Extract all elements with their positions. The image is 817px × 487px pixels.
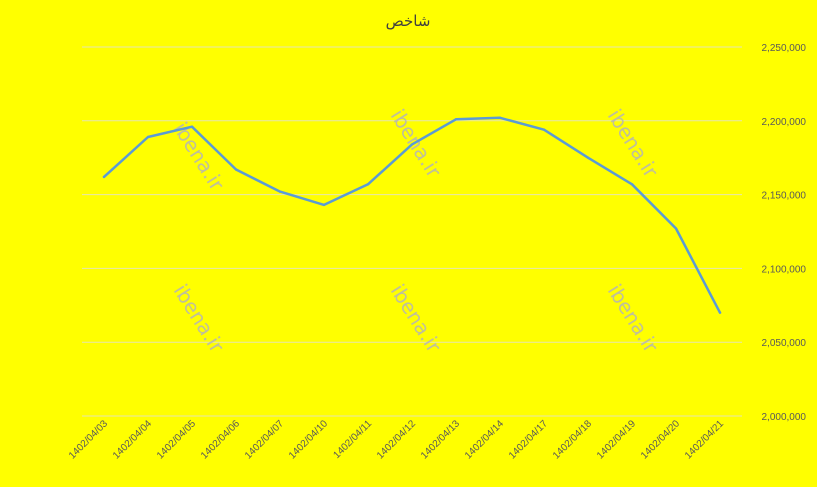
- series-layer: [102, 116, 722, 314]
- x-tick-label: 1402/04/19: [595, 418, 638, 461]
- data-point: [542, 128, 546, 131]
- data-point: [278, 190, 282, 193]
- x-tick-label: 1402/04/06: [199, 418, 242, 461]
- x-tick-label: 1402/04/03: [67, 418, 110, 461]
- data-point: [190, 125, 194, 128]
- data-point: [498, 116, 502, 120]
- x-tick-label: 1402/04/07: [243, 418, 286, 461]
- data-point: [630, 183, 634, 186]
- data-point: [718, 311, 722, 314]
- y-tick-label: 2,250,000: [762, 43, 807, 54]
- chart-title: شاخص: [386, 12, 431, 30]
- x-tick-label: 1402/04/21: [683, 418, 726, 461]
- x-tick-label: 1402/04/18: [551, 418, 594, 461]
- y-tick-label: 2,200,000: [762, 117, 807, 128]
- y-axis-tick-labels: 2,000,000 2,050,000 2,100,000 2,150,000 2,20…: [762, 43, 807, 423]
- x-tick-label: 1402/04/12: [375, 418, 418, 461]
- x-tick-label: 1402/04/11: [331, 418, 374, 461]
- watermark-text: ibena.ir: [603, 280, 664, 358]
- x-tick-label: 1402/04/14: [463, 418, 506, 461]
- y-tick-label: 2,100,000: [762, 264, 807, 275]
- x-tick-label: 1402/04/10: [287, 418, 330, 461]
- gridlines: [82, 46, 742, 417]
- data-point: [366, 183, 370, 186]
- data-point: [146, 135, 150, 139]
- x-axis-tick-labels: 1402/04/03 1402/04/04 1402/04/05 1402/04/06…: [67, 418, 726, 461]
- y-tick-label: 2,050,000: [762, 338, 807, 349]
- x-tick-label: 1402/04/05: [155, 418, 198, 461]
- data-point: [410, 143, 414, 146]
- data-point: [322, 203, 326, 207]
- watermark-text: ibena.ir: [386, 280, 447, 358]
- data-point: [674, 227, 678, 230]
- data-point: [586, 156, 590, 159]
- x-tick-label: 1402/04/13: [419, 418, 462, 461]
- x-tick-label: 1402/04/17: [507, 418, 550, 461]
- y-tick-label: 2,150,000: [762, 191, 807, 202]
- y-tick-label: 2,000,000: [762, 412, 807, 423]
- data-point: [454, 118, 458, 121]
- watermark-text: ibena.ir: [386, 105, 447, 183]
- watermark-text: ibena.ir: [169, 280, 230, 358]
- x-tick-label: 1402/04/04: [111, 418, 154, 461]
- data-point: [234, 168, 238, 171]
- data-point: [102, 175, 106, 179]
- x-tick-label: 1402/04/20: [639, 418, 682, 461]
